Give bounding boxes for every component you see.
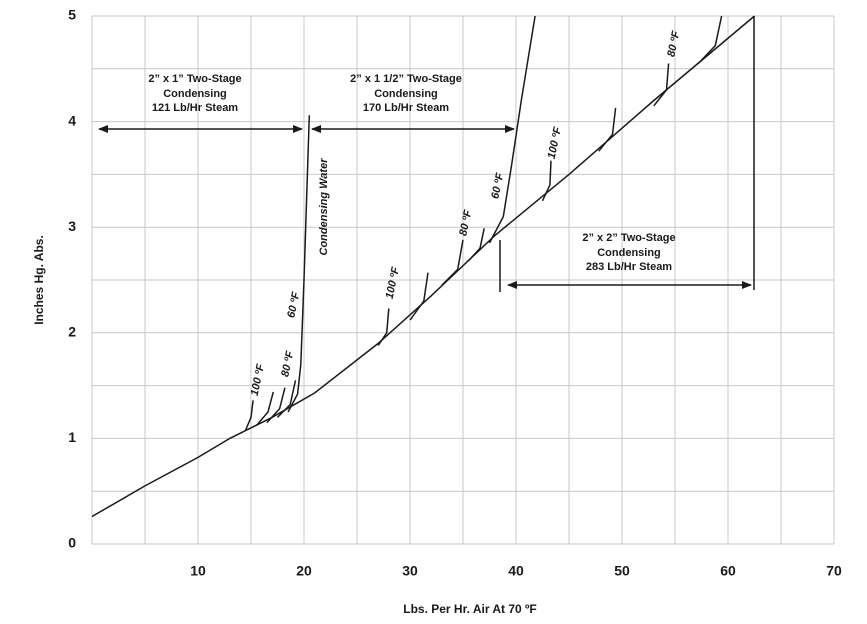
x-tick-label: 20 [296, 563, 312, 579]
x-tick-label: 70 [826, 563, 842, 579]
curve-label: 100 ºF [546, 126, 564, 160]
curve [409, 272, 429, 321]
curve-label: 80 ºF [457, 209, 474, 237]
curve [276, 380, 297, 418]
curve [653, 63, 670, 107]
y-tick-label: 3 [68, 218, 76, 234]
curve [91, 15, 755, 518]
range-label: 2” x 1 1/2” Two-Stage [350, 73, 462, 85]
y-tick-label: 4 [68, 112, 76, 128]
curve-label: Condensing Water [318, 158, 330, 256]
y-tick-label: 5 [68, 7, 76, 23]
curve-label: 100 ºF [384, 266, 402, 300]
x-tick-label: 50 [614, 563, 630, 579]
curve-label: 80 ºF [279, 350, 296, 378]
y-tick-label: 2 [68, 324, 76, 340]
range-label: Condensing [597, 247, 661, 259]
x-tick-label: 10 [190, 563, 206, 579]
curves [91, 15, 755, 518]
range-label: 283 Lb/Hr Steam [586, 261, 672, 273]
curve-label: 60 ºF [285, 291, 302, 319]
curve [377, 308, 390, 346]
curve-label: 80 ºF [665, 30, 682, 58]
range-label: 2” x 1” Two-Stage [148, 73, 241, 85]
curve [598, 107, 617, 152]
annotations: 100 ºF 80 ºF 60 ºF Condensing Water 100 … [98, 16, 755, 397]
curve [697, 15, 723, 65]
curve [245, 400, 254, 431]
curve [541, 160, 552, 202]
curve [255, 391, 275, 427]
range-label: 121 Lb/Hr Steam [152, 102, 238, 114]
y-tick-label: 1 [68, 429, 76, 445]
x-tick-label: 60 [720, 563, 736, 579]
curve [266, 387, 286, 424]
grid [91, 15, 835, 545]
range-label: Condensing [163, 88, 227, 100]
y-axis-label: Inches Hg. Abs. [32, 235, 46, 325]
curve [488, 15, 536, 244]
x-tick-label: 40 [508, 563, 524, 579]
x-axis-label: Lbs. Per Hr. Air At 70 ºF [403, 602, 537, 616]
curve-label: 60 ºF [489, 172, 506, 200]
x-tick-label: 30 [402, 563, 418, 579]
curve [441, 239, 464, 286]
curve [287, 115, 311, 413]
range-label: Condensing [374, 88, 438, 100]
y-tick-label: 0 [68, 535, 76, 551]
range-label: 2” x 2” Two-Stage [582, 232, 675, 244]
curve [467, 228, 485, 262]
range-label: 170 Lb/Hr Steam [363, 102, 449, 114]
